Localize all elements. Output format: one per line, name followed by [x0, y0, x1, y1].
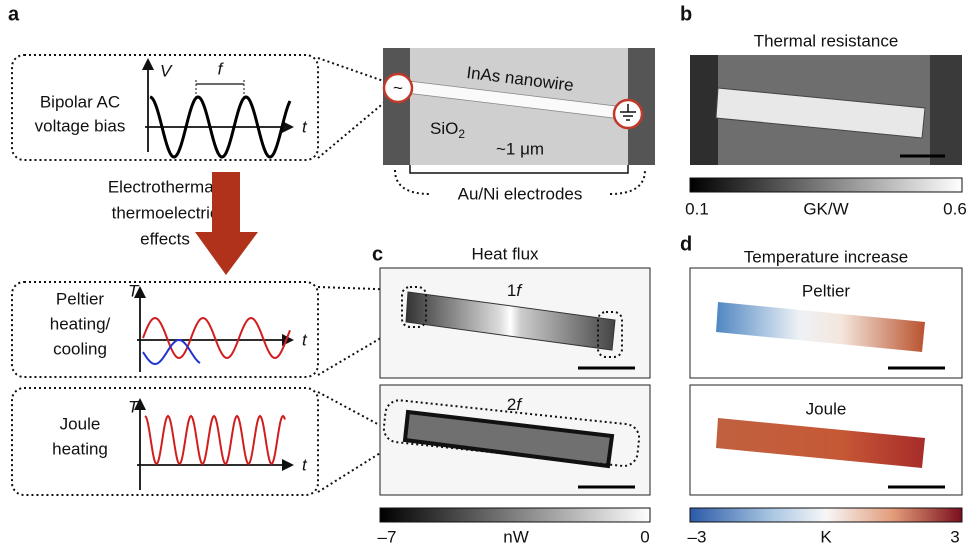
colorbar	[690, 508, 962, 522]
cooling-wave	[143, 340, 200, 364]
scale-label: ~1 μm	[496, 139, 544, 158]
image-label: Peltier	[802, 281, 851, 300]
harmonic: 2	[507, 395, 516, 414]
colorbar-unit: K	[820, 527, 832, 546]
colorbar-min: 0.1	[685, 199, 709, 218]
axis-label: T	[128, 397, 140, 416]
heating-wave	[143, 318, 290, 358]
colorbar	[690, 178, 962, 192]
axis-label: T	[128, 281, 140, 300]
caption: Joule	[60, 414, 101, 433]
scale-bar	[410, 165, 628, 173]
panel-title: Heat flux	[471, 244, 539, 263]
caption: Peltier	[56, 289, 105, 308]
axis-label: t	[302, 117, 308, 136]
connector	[318, 96, 392, 158]
image-label: Joule	[806, 399, 847, 418]
colorbar-min: –3	[688, 527, 707, 546]
harmonic-label: 2f	[507, 395, 523, 414]
arrowhead	[282, 459, 294, 471]
colorbar-max: 0.6	[943, 199, 967, 218]
substrate-subscript: 2	[458, 127, 465, 141]
colorbar-max: 0	[640, 527, 649, 546]
connector	[318, 58, 392, 84]
ac-symbol: ~	[393, 78, 403, 97]
panel-label: c	[372, 243, 383, 265]
axis-label: t	[302, 330, 308, 349]
caption: cooling	[53, 339, 107, 358]
axis-label: t	[302, 455, 308, 474]
colorbar-unit: nW	[503, 527, 529, 546]
colorbar-unit: GK/W	[803, 199, 848, 218]
joule-wave	[145, 416, 285, 464]
electrodes-label: Au/Ni electrodes	[458, 184, 583, 203]
image-electrode	[690, 55, 718, 165]
caption: effects	[140, 229, 190, 248]
electrode	[383, 48, 410, 165]
panel-label: b	[680, 3, 692, 25]
caption: Electrothermal/	[108, 177, 223, 196]
connector	[318, 392, 385, 428]
harmonic: 1	[507, 281, 516, 300]
figure: a Bipolar AC voltage bias V t f ~ InAs n…	[0, 0, 971, 547]
caption: Bipolar AC	[40, 92, 120, 111]
panel-title: Temperature increase	[744, 247, 908, 266]
caption: heating/	[50, 314, 111, 333]
substrate-text: SiO	[430, 119, 458, 138]
caption: heating	[52, 439, 108, 458]
connector	[318, 450, 385, 492]
panel-title: Thermal resistance	[754, 31, 899, 50]
caption: thermoelectric	[112, 203, 219, 222]
harmonic-label: 1f	[507, 281, 523, 300]
caption: voltage bias	[35, 116, 126, 135]
axis-label: V	[160, 61, 173, 80]
colorbar-max: 3	[950, 527, 959, 546]
period-label: f	[218, 59, 225, 78]
image-electrode	[930, 55, 962, 165]
panel-label: d	[680, 233, 692, 255]
colorbar-min: –7	[378, 527, 397, 546]
arrowhead	[142, 58, 154, 70]
panel-label: a	[8, 3, 20, 25]
colorbar	[380, 508, 650, 522]
